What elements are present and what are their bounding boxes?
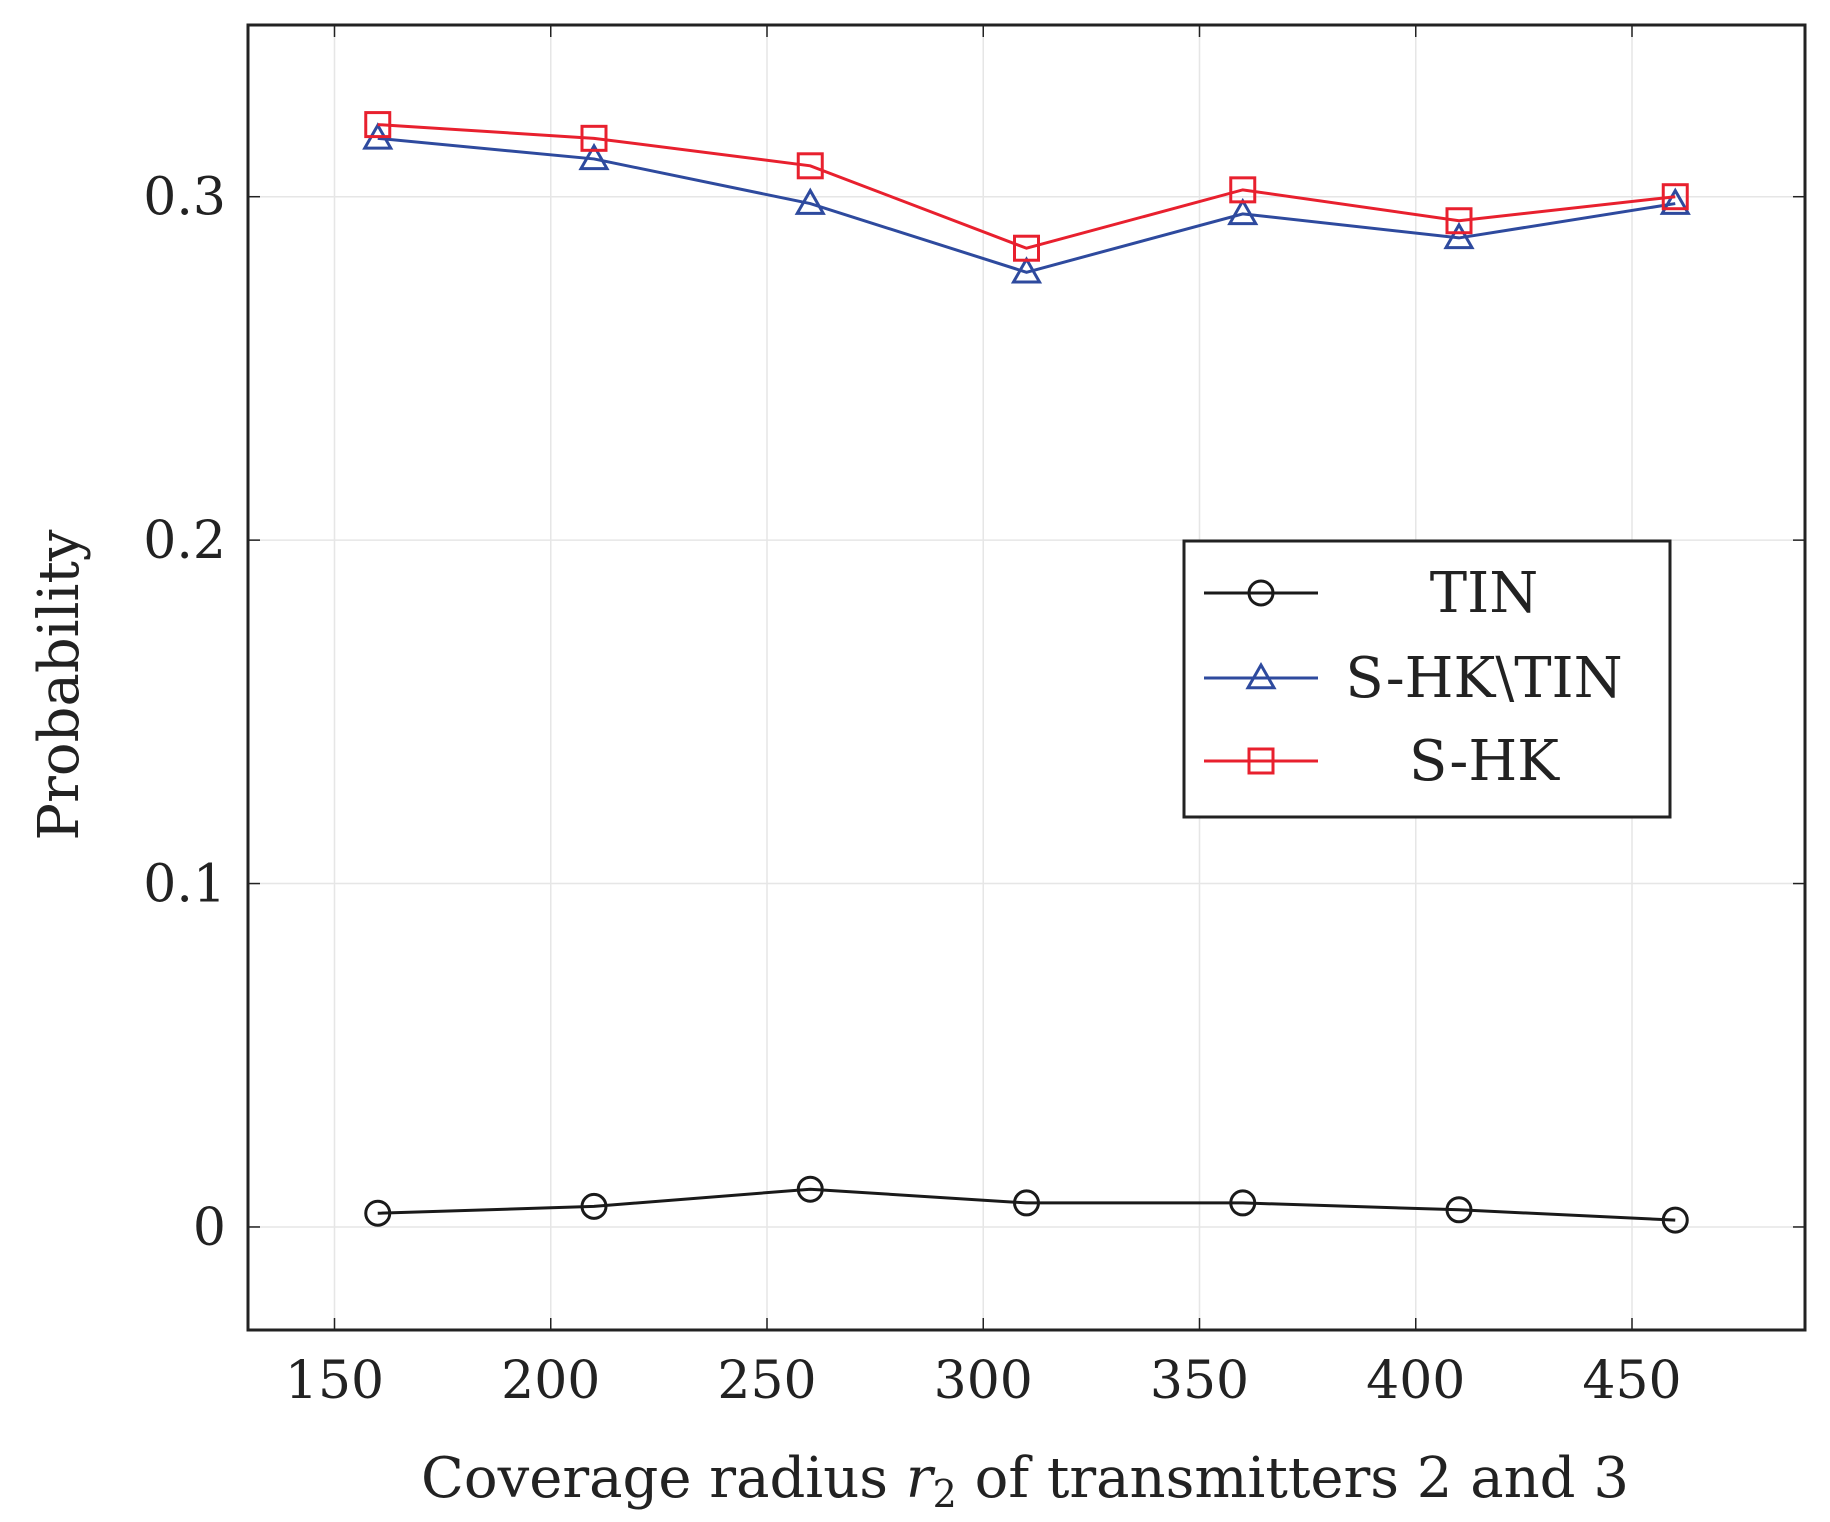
y-tick-label: 0: [193, 1198, 226, 1258]
data-point-square: [1013, 234, 1040, 262]
data-point-triangle: [578, 142, 610, 171]
y-tick-label: 0.1: [143, 855, 226, 915]
data-point-square: [1229, 176, 1257, 204]
data-point-square: [1661, 183, 1689, 211]
legend-marker-square: [1247, 747, 1275, 775]
data-point-square: [796, 152, 824, 180]
legend-label: S-HK: [1409, 729, 1560, 794]
x-tick-label: 150: [285, 1351, 384, 1411]
data-point-circle: [364, 1199, 392, 1227]
data-point-triangle: [1227, 197, 1259, 226]
series-square: [364, 111, 1689, 262]
series-triangle: [362, 122, 1691, 284]
y-tick-labels: 0 0.1 0.2 0.3: [143, 168, 226, 1258]
legend-entry: TIN: [1204, 561, 1538, 626]
data-series: [362, 111, 1691, 1234]
x-axis-label: Coverage radius r2 of transmitters 2 and…: [421, 1446, 1629, 1516]
series-line: [377, 1187, 1676, 1222]
data-point-circle: [1013, 1189, 1040, 1217]
data-point-circle: [1229, 1189, 1257, 1217]
series-circle: [364, 1175, 1689, 1234]
data-point-square: [580, 124, 608, 152]
y-axis-label: Probability: [27, 529, 92, 840]
legend-entry: S-HK\TIN: [1204, 646, 1623, 711]
plot-frame: [246, 23, 1807, 1332]
series-line: [377, 136, 1676, 274]
legend-entry: S-HK: [1204, 729, 1560, 794]
x-tick-label: 400: [1366, 1351, 1465, 1411]
tick-marks: [248, 25, 1805, 1330]
legend-marker-triangle: [1245, 661, 1277, 690]
y-tick-label: 0.3: [143, 168, 226, 228]
data-point-triangle: [794, 187, 826, 215]
data-point-circle: [1661, 1206, 1689, 1234]
data-point-triangle: [1010, 256, 1043, 284]
x-tick-label: 450: [1582, 1351, 1681, 1411]
series-line: [377, 123, 1676, 250]
data-point-circle: [796, 1175, 824, 1203]
y-tick-label: 0.2: [143, 511, 226, 571]
data-point-triangle: [1443, 221, 1475, 250]
x-tick-labels: 150 200 250 300 350 400 450: [285, 1351, 1682, 1411]
legend-marker-circle: [1247, 579, 1275, 607]
legend-label: TIN: [1430, 561, 1538, 626]
x-tick-label: 300: [934, 1351, 1033, 1411]
data-point-square: [1445, 207, 1473, 235]
legend: TIN S-HK\TIN S-HK: [1182, 539, 1672, 819]
legend-label: S-HK\TIN: [1345, 646, 1622, 711]
data-point-triangle: [1659, 187, 1691, 215]
x-tick-label: 350: [1150, 1351, 1249, 1411]
data-point-square: [364, 111, 392, 139]
x-tick-label: 250: [717, 1351, 816, 1411]
data-point-circle: [1445, 1196, 1473, 1224]
data-point-circle: [580, 1192, 608, 1220]
x-tick-label: 200: [501, 1351, 600, 1411]
